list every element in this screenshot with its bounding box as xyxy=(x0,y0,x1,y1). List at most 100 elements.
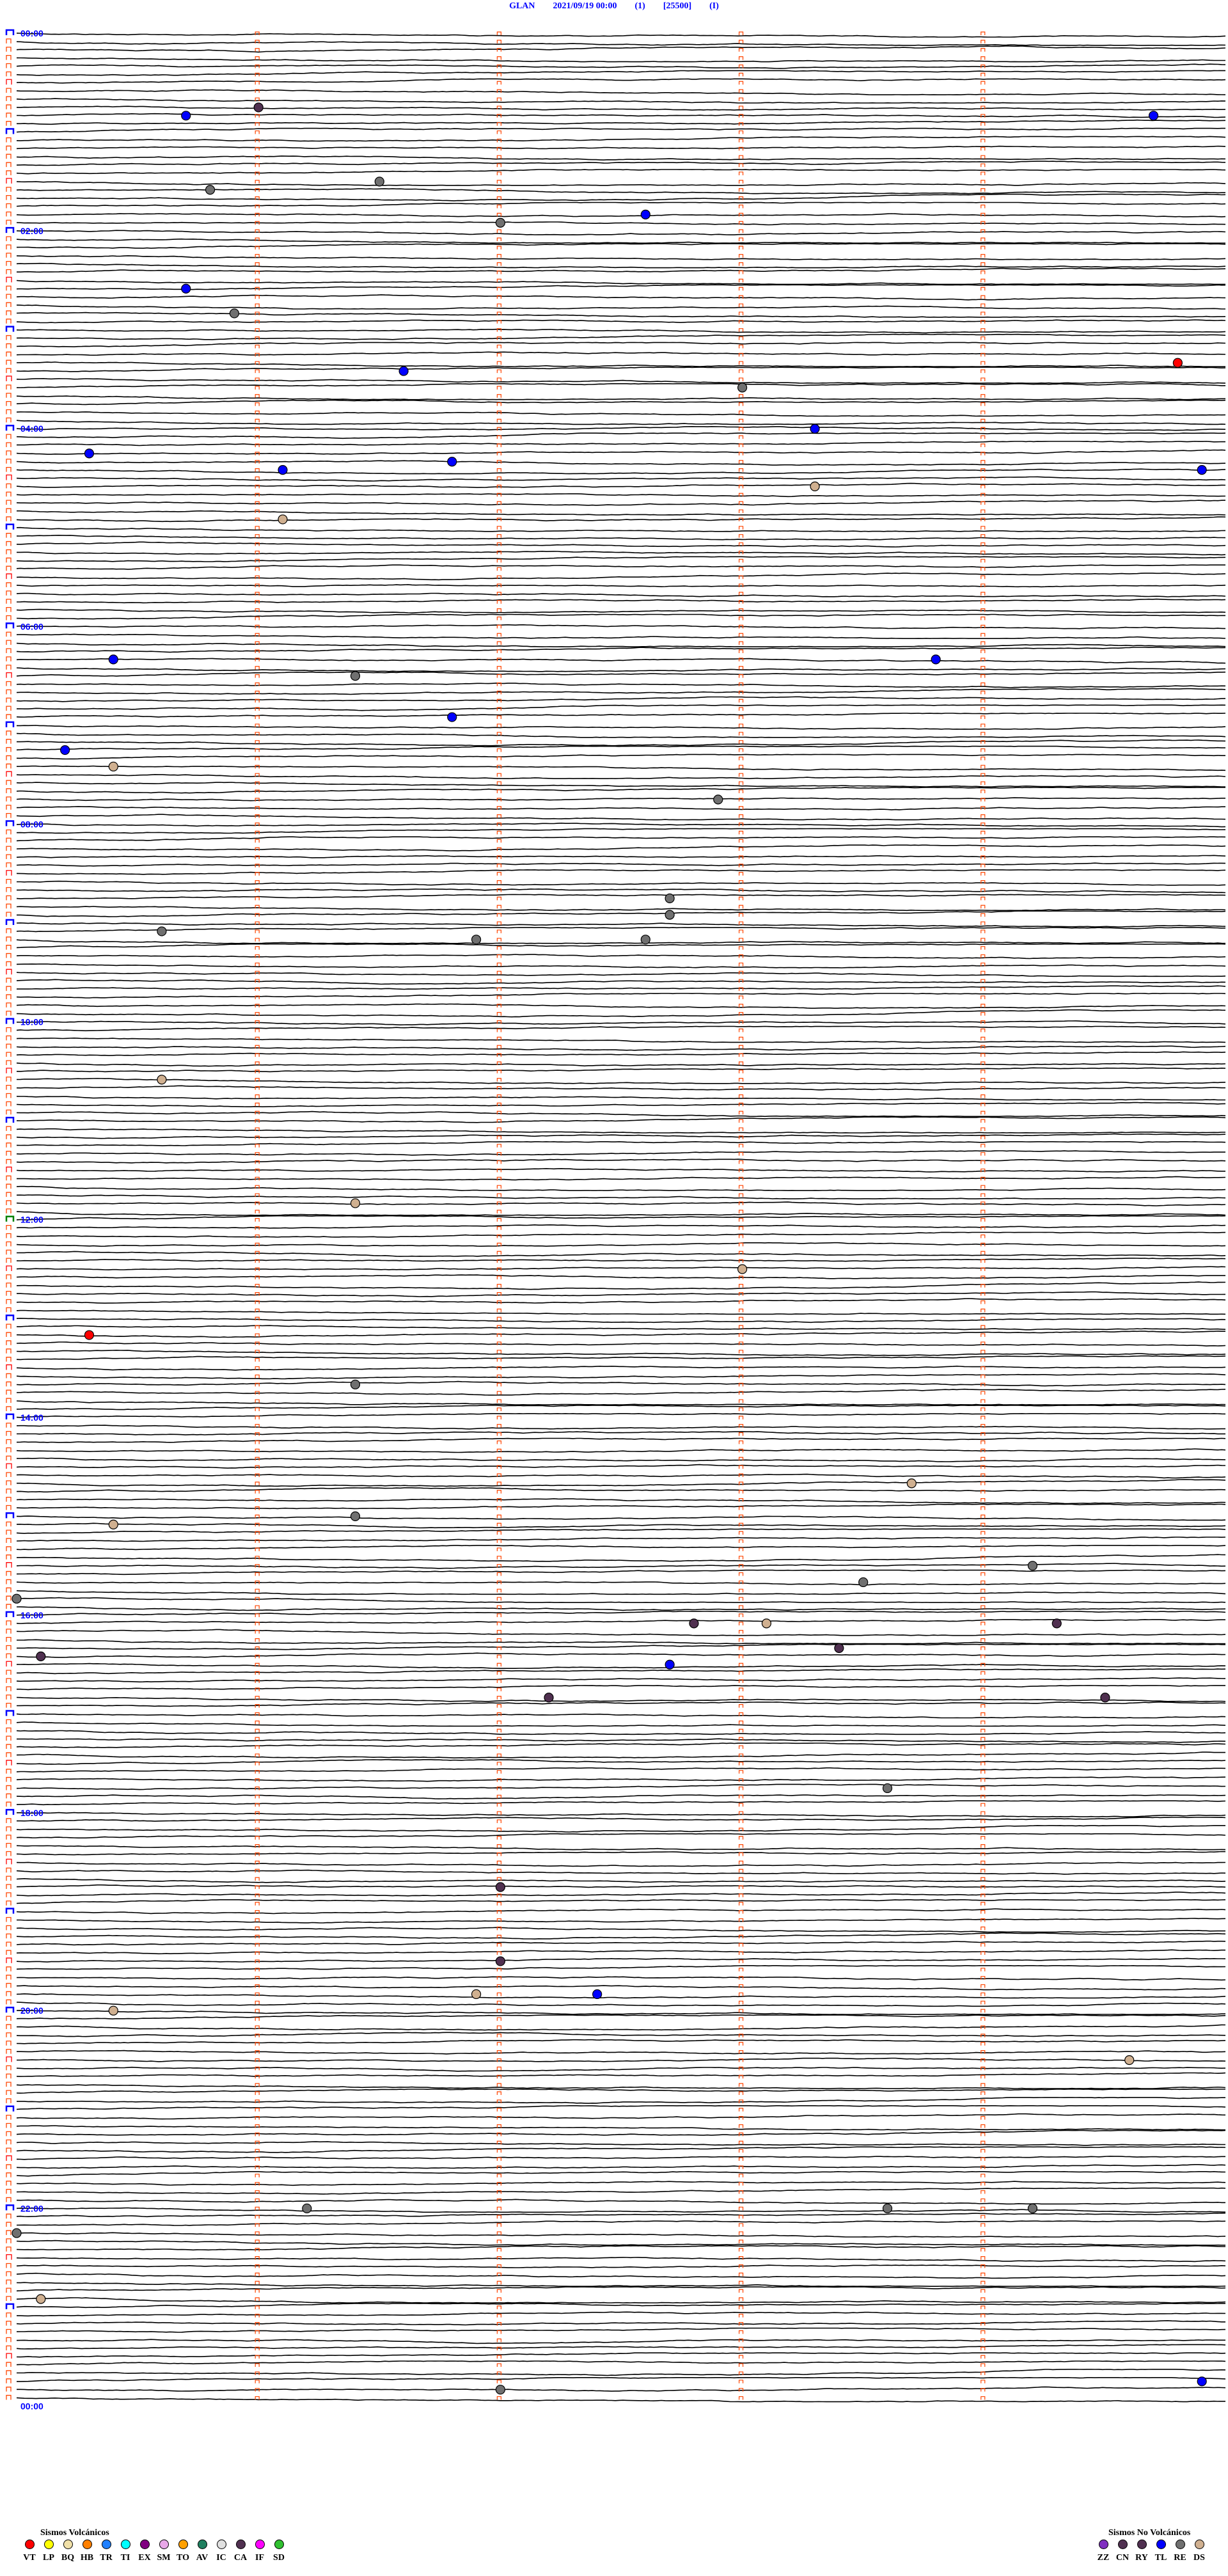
seismic-trace xyxy=(16,361,1225,368)
trace-marker xyxy=(6,2370,12,2375)
seismic-trace xyxy=(16,855,1226,858)
minute-tick xyxy=(496,1316,501,1321)
minute-tick xyxy=(496,583,501,587)
minute-tick xyxy=(255,1737,260,1741)
trace-marker xyxy=(6,1884,12,1889)
minute-tick xyxy=(255,567,260,571)
minute-tick xyxy=(739,1028,744,1032)
seismic-trace xyxy=(16,2339,1225,2344)
trace-marker xyxy=(6,434,12,439)
event-marker-tl xyxy=(398,366,409,376)
minute-tick xyxy=(739,1350,744,1354)
seismic-trace xyxy=(17,113,1226,118)
seismic-trace xyxy=(16,836,1226,842)
minute-tick xyxy=(255,2042,260,2046)
minute-tick xyxy=(496,1465,501,1469)
minute-tick xyxy=(255,575,260,580)
minute-tick xyxy=(496,460,501,464)
trace-marker xyxy=(6,945,12,950)
trace-marker xyxy=(6,2394,12,2400)
minute-tick xyxy=(496,2116,501,2120)
seismic-trace xyxy=(16,1201,1226,1206)
minute-tick xyxy=(255,1366,260,1370)
minute-tick xyxy=(496,1045,501,1049)
trace-marker xyxy=(6,2147,12,2153)
minute-tick xyxy=(980,649,986,653)
minute-tick xyxy=(980,262,986,266)
minute-tick xyxy=(255,460,260,464)
minute-tick xyxy=(980,1679,986,1683)
minute-tick xyxy=(255,764,260,769)
minute-tick xyxy=(496,1638,501,1642)
minute-tick xyxy=(739,2083,744,2087)
minute-tick xyxy=(980,707,986,711)
seismic-trace xyxy=(16,319,1226,324)
minute-tick xyxy=(739,287,744,291)
minute-tick xyxy=(496,1144,501,1148)
minute-tick xyxy=(980,1399,986,1403)
minute-tick xyxy=(255,476,260,480)
minute-tick xyxy=(496,1605,501,1609)
seismic-trace xyxy=(16,399,1226,406)
seismic-trace xyxy=(16,2245,1225,2251)
minute-tick xyxy=(980,2248,986,2252)
trace-marker xyxy=(6,1109,12,1115)
minute-tick xyxy=(496,2108,501,2112)
minute-tick xyxy=(496,2017,501,2021)
minute-tick xyxy=(496,394,501,398)
minute-tick xyxy=(739,122,744,126)
minute-tick xyxy=(980,1696,986,1700)
trace-marker xyxy=(6,1835,12,1840)
seismic-trace xyxy=(16,869,1226,875)
minute-tick xyxy=(496,2272,501,2277)
minute-tick xyxy=(980,221,986,225)
minute-tick xyxy=(980,1794,986,1799)
minute-tick xyxy=(739,2066,744,2071)
minute-tick xyxy=(255,1391,260,1395)
minute-tick xyxy=(739,1160,744,1164)
seismic-trace xyxy=(16,2257,1226,2263)
minute-tick xyxy=(739,1951,744,1956)
seismic-trace xyxy=(16,1116,1226,1123)
minute-tick xyxy=(255,526,260,530)
seismic-trace xyxy=(17,510,1226,516)
minute-tick xyxy=(496,1934,501,1939)
trace-marker xyxy=(6,236,12,241)
minute-tick xyxy=(255,715,260,720)
minute-tick xyxy=(739,1844,744,1848)
seismic-trace xyxy=(16,972,1226,977)
minute-tick xyxy=(980,666,986,670)
minute-tick xyxy=(739,905,744,909)
trace-marker xyxy=(6,631,12,637)
seismic-trace xyxy=(16,213,1226,217)
minute-tick xyxy=(739,1605,744,1609)
trace-marker xyxy=(6,1348,12,1354)
minute-tick xyxy=(739,1654,744,1659)
trace-marker xyxy=(6,557,12,563)
minute-tick xyxy=(980,1424,986,1428)
trace-marker xyxy=(6,1991,12,1996)
minute-tick xyxy=(496,509,501,514)
event-marker-re xyxy=(350,1379,361,1389)
seismic-trace xyxy=(16,1400,1226,1405)
minute-tick xyxy=(980,1786,986,1790)
minute-tick xyxy=(255,1877,260,1881)
minute-tick xyxy=(496,2231,501,2235)
trace-marker xyxy=(6,2188,12,2194)
minute-tick xyxy=(255,320,260,324)
minute-tick xyxy=(739,1234,744,1238)
seismic-trace xyxy=(16,713,1226,718)
minute-tick xyxy=(980,682,986,686)
minute-tick xyxy=(255,682,260,686)
minute-tick xyxy=(739,1852,744,1856)
legend-label: SD xyxy=(273,2553,285,2563)
minute-tick xyxy=(739,806,744,810)
trace-marker xyxy=(6,285,12,291)
trace-marker xyxy=(6,533,12,538)
minute-tick xyxy=(496,674,501,678)
minute-tick xyxy=(496,1226,501,1230)
minute-tick xyxy=(739,970,744,975)
legend-item-av: AV xyxy=(193,2540,212,2563)
seismic-trace xyxy=(17,1668,1226,1675)
minute-tick xyxy=(980,608,986,612)
